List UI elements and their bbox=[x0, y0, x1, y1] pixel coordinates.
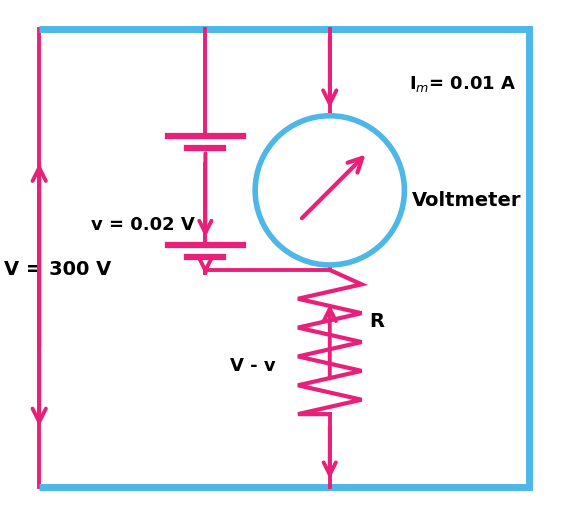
Text: R: R bbox=[369, 312, 385, 331]
Text: v = 0.02 V: v = 0.02 V bbox=[91, 216, 195, 234]
Text: Voltmeter: Voltmeter bbox=[412, 191, 522, 210]
Text: I$_m$= 0.01 A: I$_m$= 0.01 A bbox=[409, 74, 517, 94]
Text: V - v: V - v bbox=[230, 357, 276, 376]
Text: V = 300 V: V = 300 V bbox=[5, 261, 112, 280]
